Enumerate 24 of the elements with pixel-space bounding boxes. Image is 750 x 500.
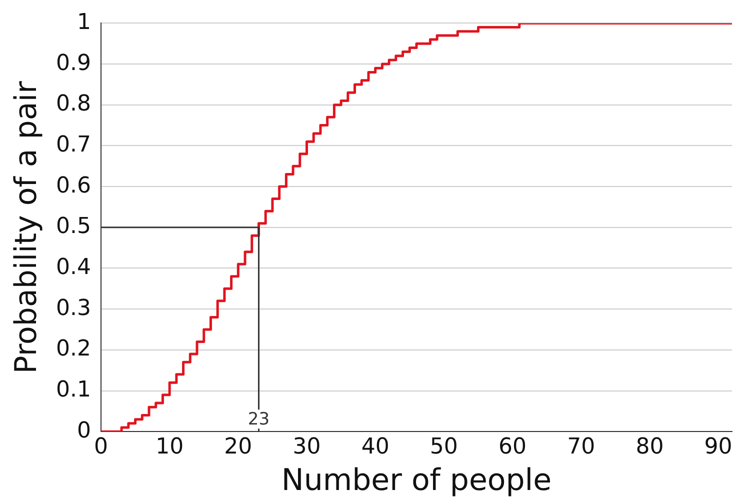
x-tick-label: 0	[94, 434, 108, 460]
x-tick-label: 10	[156, 434, 184, 460]
x-tick-label: 80	[636, 434, 664, 460]
x-tick-label: 70	[567, 434, 596, 460]
y-tick-label: 0.4	[56, 254, 91, 280]
x-tick-label: 50	[430, 434, 458, 460]
y-tick-label: 0	[76, 418, 91, 444]
y-tick-label: 0.1	[56, 377, 91, 402]
y-tick-label: 0.9	[56, 50, 91, 76]
ref-line-label: 23	[248, 410, 270, 430]
y-tick-label: 0.2	[56, 336, 91, 362]
y-tick-label: 0.3	[56, 296, 91, 321]
x-tick-label: 40	[361, 434, 390, 460]
x-tick-label: 20	[224, 434, 252, 460]
y-tick-label: 0.6	[56, 173, 91, 198]
x-axis-title: Number of people	[281, 462, 552, 498]
x-tick-label: 60	[498, 434, 527, 460]
y-tick-label: 0.5	[56, 214, 91, 240]
y-tick-label: 0.7	[56, 132, 91, 158]
y-tick-label: 1	[76, 10, 91, 35]
y-axis-title: Probability of a pair	[8, 80, 44, 374]
y-tick-label: 0.8	[56, 92, 91, 117]
x-tick-label: 30	[292, 434, 321, 460]
x-tick-label: 90	[704, 434, 732, 460]
